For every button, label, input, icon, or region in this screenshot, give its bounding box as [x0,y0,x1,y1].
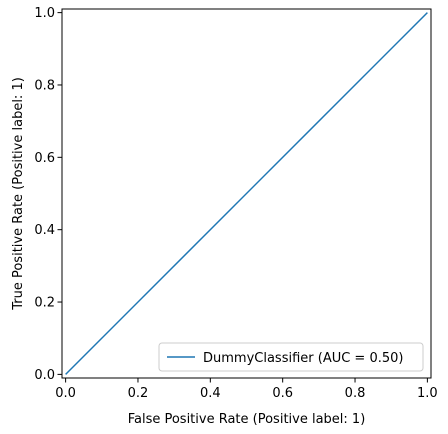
x-tick-label: 0.8 [345,386,366,401]
y-tick-label: 0.2 [34,296,55,311]
x-tick-label: 0.6 [272,386,293,401]
series-line [65,12,428,375]
x-tick-label: 0.2 [128,386,149,401]
axis-ticks: 0.0 0.2 0.4 0.6 0.8 1.0 0.0 0.2 0.4 0.6 0.8 1.0 [34,6,437,401]
y-tick-label: 0.8 [34,78,55,93]
plot-frame [61,8,432,379]
legend-label: DummyClassifier (AUC = 0.50) [203,351,403,366]
series-lines [65,12,428,375]
x-tick-label: 1.0 [417,386,438,401]
y-axis-label: True Positive Rate (Positive label: 1) [11,77,26,311]
legend: DummyClassifier (AUC = 0.50) [158,342,424,372]
y-tick-label: 1.0 [34,6,55,21]
x-tick-label: 0.0 [55,386,76,401]
legend-box [158,342,424,372]
y-tick-label: 0.4 [34,223,55,238]
x-tick-label: 0.4 [200,386,221,401]
y-tick-label: 0.6 [34,151,55,166]
x-axis-label: False Positive Rate (Positive label: 1) [128,412,366,427]
y-tick-label: 0.0 [34,368,55,383]
